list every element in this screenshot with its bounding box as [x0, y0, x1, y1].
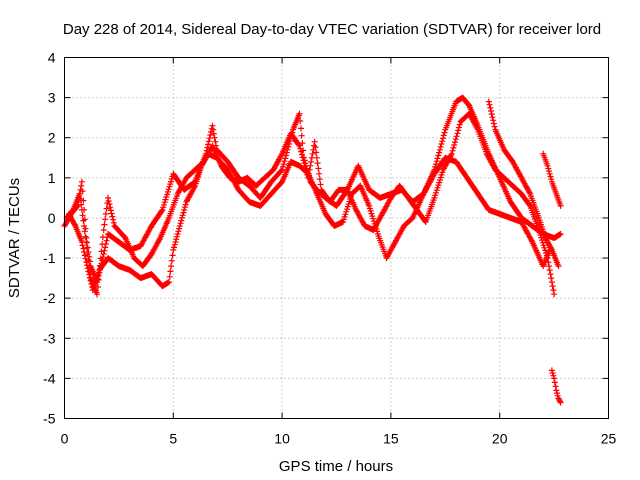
plus-markers — [548, 367, 564, 406]
y-axis-label: SDTVAR / TECUs — [6, 178, 23, 298]
y-tick-label: -4 — [43, 370, 56, 386]
plus-markers — [540, 150, 564, 209]
grid — [64, 57, 609, 419]
series-track-6 — [548, 367, 564, 406]
y-tick-label: -3 — [43, 330, 56, 346]
data-series — [61, 94, 564, 406]
plot-frame — [64, 57, 609, 419]
y-tick-label: 2 — [48, 130, 56, 146]
y-tick-label: 0 — [48, 210, 56, 226]
y-tick-label: -2 — [43, 290, 56, 306]
y-tick-label: 1 — [48, 170, 56, 186]
x-tick-label: 0 — [61, 431, 69, 447]
x-tick-label: 25 — [601, 431, 617, 447]
x-axis-label: GPS time / hours — [279, 458, 393, 475]
y-tick-label: 4 — [48, 50, 56, 66]
plus-markers — [63, 110, 558, 298]
y-tick-label: -1 — [43, 250, 56, 266]
y-tick-label: 3 — [48, 90, 56, 106]
series-track-5 — [540, 150, 564, 209]
x-tick-label: 15 — [383, 431, 399, 447]
series-track-3 — [63, 110, 558, 298]
y-tick-label: -5 — [43, 411, 56, 427]
x-tick-labels: 0 5 10 15 20 25 — [61, 431, 617, 447]
x-tick-label: 20 — [492, 431, 508, 447]
series-track-4 — [485, 98, 562, 270]
x-tick-label: 10 — [274, 431, 290, 447]
y-tick-labels: 4 3 2 1 0 -1 -2 -3 -4 -5 — [43, 50, 56, 427]
plus-markers — [485, 98, 562, 270]
x-tick-label: 5 — [169, 431, 177, 447]
chart-title: Day 228 of 2014, Sidereal Day-to-day VTE… — [63, 21, 601, 38]
